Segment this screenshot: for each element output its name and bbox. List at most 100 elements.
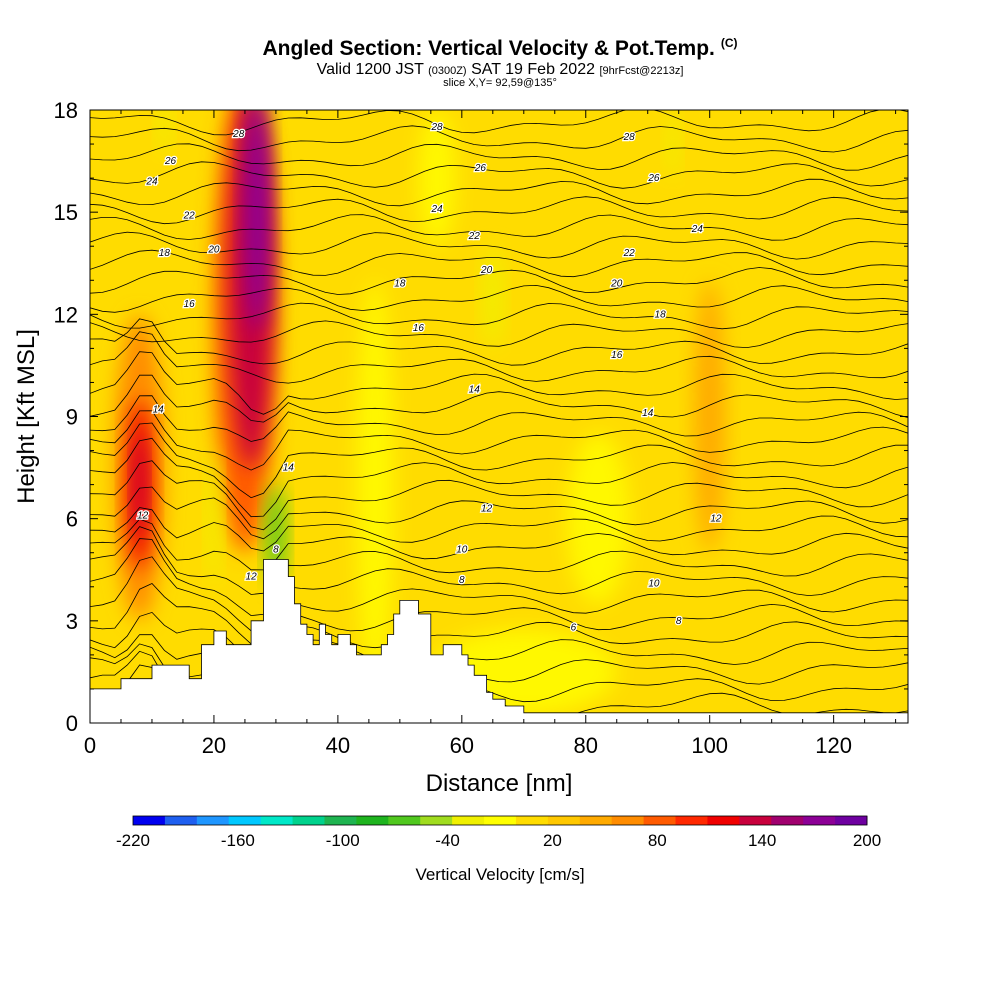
isentrope-label: 16 <box>184 299 196 310</box>
colorbar-swatch <box>835 816 868 825</box>
colorbar-swatch <box>675 816 708 825</box>
isentrope-label: 24 <box>145 177 158 188</box>
colorbar-swatch <box>547 816 581 825</box>
terrain <box>89 559 909 724</box>
x-tick-label: 20 <box>202 733 226 758</box>
isentrope-line <box>90 538 908 617</box>
isentrope-line <box>90 320 908 349</box>
colorbar-swatch <box>707 816 740 825</box>
isentrope-line <box>90 143 908 171</box>
x-tick-label: 0 <box>84 733 96 758</box>
isentrope-label: 20 <box>480 265 493 276</box>
isentrope-line <box>90 410 908 471</box>
isentrope-lines <box>90 110 908 723</box>
colorbar-swatch <box>196 816 230 825</box>
weak-ascent-region <box>418 110 456 247</box>
velocity-region <box>158 110 171 153</box>
velocity-region <box>133 433 146 536</box>
isentrope-line <box>90 214 908 241</box>
colorbar-swatch <box>611 816 645 825</box>
isentrope-label: 12 <box>710 514 722 525</box>
isentrope-label: 16 <box>413 323 425 334</box>
isentrope-label: 14 <box>153 405 165 416</box>
colorbar-swatch <box>452 816 485 825</box>
isentrope-line <box>90 249 908 278</box>
isentrope-label: 26 <box>164 156 177 167</box>
isentrope-line <box>90 351 908 415</box>
colorbar-tick-label: -40 <box>435 831 460 850</box>
colorbar-swatch <box>484 816 517 825</box>
isentrope-label: 12 <box>246 572 258 583</box>
isentrope-label: 8 <box>676 616 682 627</box>
isentrope-label: 14 <box>283 463 295 474</box>
x-axis-label: Distance [nm] <box>426 770 573 797</box>
colorbar-tick-label: 20 <box>543 831 562 850</box>
chart-title: Angled Section: Vertical Velocity & Pot.… <box>262 36 738 60</box>
isentrope-line <box>90 161 908 189</box>
weak-ascent-region <box>567 433 630 604</box>
colorbar-tick-label: -220 <box>116 831 150 850</box>
isentrope-line <box>90 331 908 384</box>
velocity-region <box>694 280 726 553</box>
isentrope-label: 24 <box>691 224 704 235</box>
x-tick-label: 60 <box>450 733 474 758</box>
isentrope-line <box>90 556 908 632</box>
colorbar-swatch <box>260 816 294 825</box>
isentrope-label: 18 <box>394 279 406 290</box>
colorbar-swatch <box>292 816 325 825</box>
isentrope-label: 26 <box>474 163 487 174</box>
chart-valid-time: Valid 1200 JST (0300Z) SAT 19 Feb 2022 [… <box>316 61 684 78</box>
isentrope-line <box>90 196 908 225</box>
isentrope-label: 24 <box>430 204 443 215</box>
isentrope-line <box>90 518 908 571</box>
isentrope-line <box>90 460 908 531</box>
colorbar-swatch <box>515 816 549 825</box>
isentrope-label: 8 <box>459 575 465 586</box>
colorbar-swatch <box>164 816 198 825</box>
isentrope-label: 10 <box>648 578 660 589</box>
colorbar-tick-label: -160 <box>221 831 255 850</box>
colorbar-swatch <box>579 816 613 825</box>
colorbar-frame <box>132 815 868 826</box>
isentrope-line <box>90 284 908 313</box>
colorbar-swatch <box>771 816 804 825</box>
x-tick-label: 100 <box>691 733 728 758</box>
weak-ascent-region <box>356 280 394 689</box>
isentrope-label: 14 <box>642 408 654 419</box>
colorbar-swatch <box>228 816 262 825</box>
colorbar-label: Vertical Velocity [cm/s] <box>415 865 584 884</box>
isentrope-label: 20 <box>207 245 220 256</box>
colorbar-swatch <box>643 816 677 825</box>
y-tick-label: 18 <box>54 98 78 123</box>
isentrope-line <box>90 110 908 136</box>
y-tick-label: 3 <box>66 609 78 634</box>
isentrope-label: 10 <box>456 544 468 555</box>
colorbar-tick-label: 80 <box>648 831 667 850</box>
colorbar-swatch <box>420 816 453 825</box>
isentrope-line <box>90 486 908 540</box>
isentrope-label: 6 <box>571 623 577 634</box>
isentrope-line <box>90 267 908 295</box>
isentrope-line <box>90 178 908 207</box>
colorbar-swatch <box>739 816 772 825</box>
colorbar-tick-label: -100 <box>326 831 360 850</box>
isentrope-label: 28 <box>232 129 245 140</box>
title-unit: (C) <box>720 36 738 50</box>
velocity-region <box>207 450 221 587</box>
colorbar-swatch <box>356 816 389 825</box>
x-tick-label: 120 <box>815 733 852 758</box>
isentrope-line <box>90 422 908 499</box>
x-tick-label: 40 <box>326 733 350 758</box>
isentrope-label: 16 <box>611 350 623 361</box>
isentrope-line <box>90 583 908 645</box>
isentrope-label: 20 <box>610 279 623 290</box>
y-tick-label: 9 <box>66 405 78 430</box>
isentrope-line <box>90 231 908 260</box>
isentrope-label: 8 <box>273 544 279 555</box>
isentrope-line <box>90 526 908 595</box>
isentrope-line <box>90 507 908 552</box>
isentrope-line <box>90 125 908 153</box>
colorbar-swatch <box>388 816 421 825</box>
y-axis-label: Height [Kft MSL] <box>13 329 40 504</box>
